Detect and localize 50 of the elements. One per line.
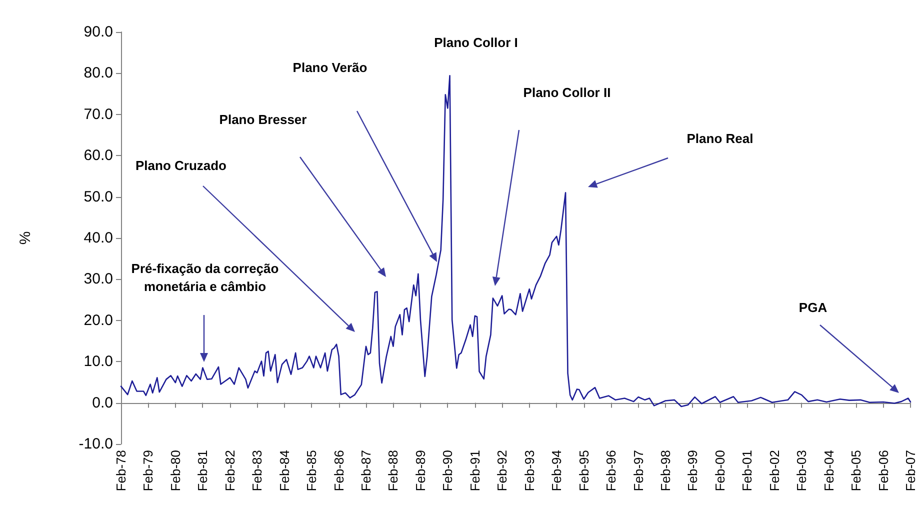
x-tick-label: Feb-93: [522, 450, 537, 492]
x-tick-label: Feb-98: [658, 450, 673, 492]
x-tick-label: Feb-99: [685, 450, 700, 492]
y-tick-label: 20.0: [84, 312, 113, 329]
x-tick-label: Feb-83: [250, 450, 265, 492]
annotation: Plano Bresser: [219, 111, 307, 129]
annotation: Plano Cruzado: [135, 157, 227, 175]
x-tick-label: Feb-96: [604, 450, 619, 492]
x-tick-label: Feb-90: [440, 450, 456, 492]
annotation: Pré-fixação da correção monetária e câmbio: [130, 260, 280, 296]
y-tick-label: 80.0: [84, 64, 113, 82]
x-tick-label: Feb-81: [195, 450, 210, 492]
y-tick-label: 70.0: [84, 106, 113, 123]
y-axis-title: %: [17, 231, 34, 245]
x-tick-label: Feb-01: [740, 450, 755, 492]
annotation: PGA: [798, 299, 828, 317]
x-tick-label: Feb-02: [766, 450, 782, 492]
annotation: Plano Collor I: [434, 34, 518, 52]
x-tick-label: Feb-06: [876, 450, 891, 492]
x-tick-label: Feb-84: [276, 450, 292, 492]
x-tick-label: Feb-04: [821, 450, 836, 492]
y-tick-label: 40.0: [84, 230, 113, 246]
x-tick-label: Feb-05: [848, 450, 864, 492]
x-tick-label: Feb-88: [386, 450, 401, 492]
x-tick-label: Feb-95: [576, 450, 592, 492]
x-tick-label: Feb-91: [467, 450, 482, 492]
x-tick-label: Feb-03: [794, 450, 810, 492]
x-tick-label: Feb-07: [903, 450, 917, 492]
x-tick-label: Feb-87: [358, 450, 374, 492]
y-tick-label: 10.0: [84, 353, 113, 370]
y-tick-label: 30.0: [84, 270, 113, 288]
x-tick-label: Feb-00: [712, 450, 728, 492]
x-tick-label: Feb-89: [412, 450, 428, 492]
x-tick-label: Feb-86: [331, 450, 346, 492]
y-tick-label: -10.0: [78, 436, 113, 452]
annotation: Plano Real: [686, 130, 754, 148]
x-tick-label: Feb-85: [304, 450, 320, 492]
x-tick-label: Feb-92: [494, 450, 510, 492]
x-tick-label: Feb-94: [549, 450, 564, 492]
x-tick-label: Feb-78: [114, 450, 128, 492]
annotation: Plano Collor II: [523, 84, 611, 102]
y-tick-label: 0.0: [92, 394, 113, 412]
y-tick-label: 50.0: [84, 188, 113, 206]
y-tick-label: 90.0: [84, 24, 113, 40]
y-tick-label: 60.0: [84, 147, 113, 164]
x-tick-label: Feb-80: [168, 450, 183, 492]
x-tick-label: Feb-82: [222, 450, 238, 492]
x-tick-label: Feb-79: [140, 450, 156, 492]
annotation: Plano Verão: [292, 59, 368, 77]
x-tick-label: Feb-97: [630, 450, 646, 492]
